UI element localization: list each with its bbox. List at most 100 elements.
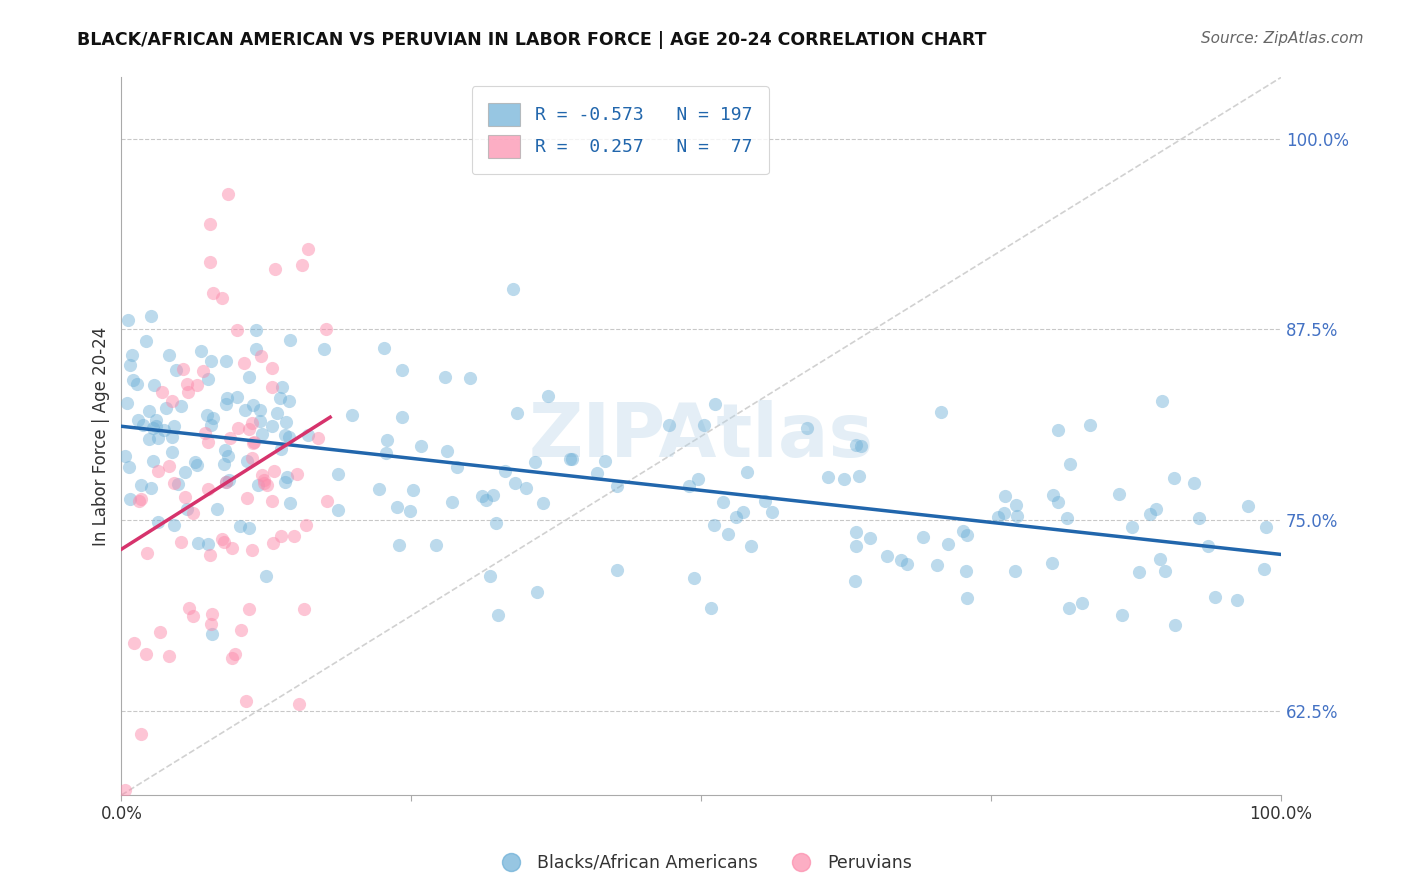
Point [198, 255, 221, 269]
Point [278, 333, 301, 347]
Point [515, 481, 537, 495]
Point [278, 429, 301, 443]
Text: Source: ZipAtlas.com: Source: ZipAtlas.com [1201, 31, 1364, 46]
Point [409, 439, 432, 453]
Point [165, 363, 187, 377]
Point [1042, 488, 1064, 502]
Point [700, 601, 723, 615]
Point [264, 262, 287, 277]
Point [247, 477, 270, 491]
Point [993, 506, 1015, 520]
Point [263, 464, 285, 478]
Point [215, 397, 238, 411]
Point [142, 378, 165, 392]
Point [761, 505, 783, 519]
Point [184, 455, 207, 469]
Point [174, 490, 197, 504]
Point [433, 369, 456, 384]
Point [266, 406, 288, 420]
Point [249, 414, 271, 428]
Point [606, 478, 628, 492]
Point [226, 421, 249, 435]
Point [238, 369, 260, 384]
Point [595, 454, 617, 468]
Point [506, 406, 529, 420]
Point [471, 489, 494, 503]
Point [1004, 499, 1026, 513]
Point [890, 553, 912, 567]
Point [754, 493, 776, 508]
Point [214, 443, 236, 458]
Point [368, 483, 391, 497]
Point [485, 516, 508, 530]
Point [1197, 539, 1219, 553]
Point [278, 393, 301, 408]
Point [197, 434, 219, 449]
Point [252, 468, 274, 483]
Point [229, 518, 252, 533]
Point [167, 477, 190, 491]
Point [1188, 510, 1211, 524]
Point [262, 419, 284, 434]
Point [224, 647, 246, 661]
Legend: Blacks/African Americans, Peruvians: Blacks/African Americans, Peruvians [486, 847, 920, 879]
Point [955, 564, 977, 578]
Point [938, 536, 960, 550]
Point [201, 411, 224, 425]
Point [488, 607, 510, 622]
Point [1057, 601, 1080, 615]
Point [181, 506, 204, 520]
Point [201, 627, 224, 641]
Point [1150, 393, 1173, 408]
Point [269, 391, 291, 405]
Point [117, 396, 139, 410]
Point [177, 601, 200, 615]
Point [150, 384, 173, 399]
Point [218, 431, 240, 445]
Point [245, 342, 267, 356]
Point [201, 286, 224, 301]
Point [1226, 593, 1249, 607]
Point [503, 476, 526, 491]
Point [876, 549, 898, 563]
Point [1182, 476, 1205, 491]
Point [502, 282, 524, 296]
Point [274, 475, 297, 489]
Point [291, 258, 314, 272]
Point [849, 439, 872, 453]
Point [1047, 423, 1070, 437]
Point [250, 426, 273, 441]
Point [270, 379, 292, 393]
Point [193, 426, 215, 441]
Point [197, 537, 219, 551]
Point [240, 542, 263, 557]
Point [155, 401, 177, 415]
Point [131, 491, 153, 506]
Point [162, 393, 184, 408]
Point [200, 354, 222, 368]
Point [186, 458, 208, 473]
Point [1111, 607, 1133, 622]
Point [658, 418, 681, 433]
Point [129, 477, 152, 491]
Point [1046, 495, 1069, 509]
Point [740, 539, 762, 553]
Point [315, 322, 337, 336]
Point [214, 354, 236, 368]
Point [250, 349, 273, 363]
Point [606, 563, 628, 577]
Point [201, 607, 224, 622]
Point [986, 510, 1008, 524]
Point [925, 558, 948, 573]
Point [129, 727, 152, 741]
Point [1056, 511, 1078, 525]
Point [1139, 508, 1161, 522]
Legend: R = -0.573   N = 197, R =  0.257   N =  77: R = -0.573 N = 197, R = 0.257 N = 77 [471, 87, 769, 175]
Point [1005, 509, 1028, 524]
Point [238, 602, 260, 616]
Point [911, 530, 934, 544]
Point [711, 495, 734, 509]
Point [326, 467, 349, 481]
Point [292, 601, 315, 615]
Point [176, 376, 198, 391]
